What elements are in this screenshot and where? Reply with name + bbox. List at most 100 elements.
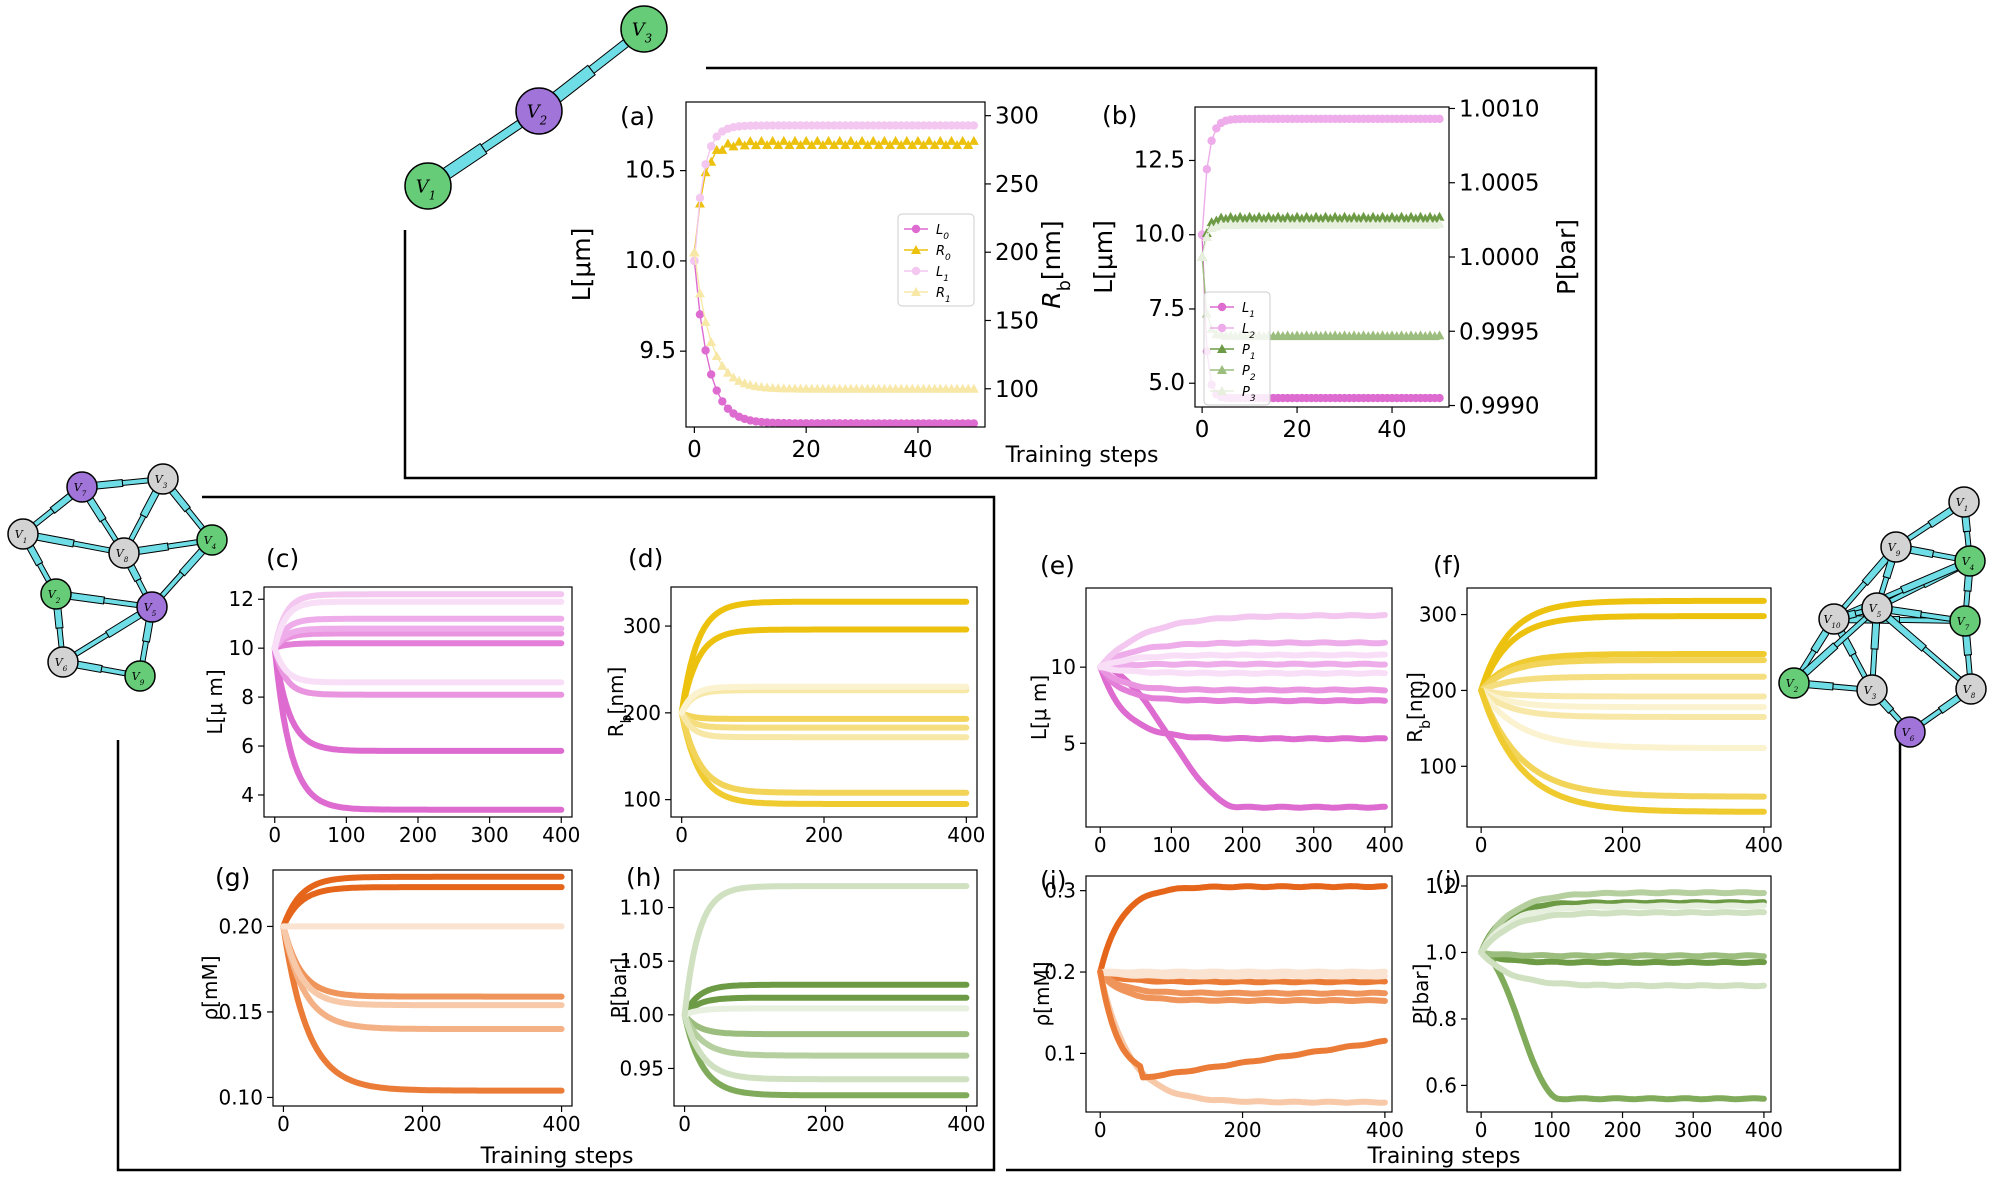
- series-line-d-5: [678, 709, 970, 731]
- legend-marker-b-3: [1217, 365, 1227, 374]
- series-line-h-4: [681, 1011, 970, 1059]
- legend-marker-a-2: [911, 266, 921, 276]
- marker-a-1-14: [767, 135, 778, 145]
- marker-a-1-2: [700, 167, 711, 177]
- legend-marker-b-1: [1217, 323, 1227, 333]
- xtick-label-j-100: 100: [1533, 1118, 1571, 1142]
- marker-a-1-36: [890, 135, 901, 145]
- xtick-label-d-200: 200: [805, 823, 843, 847]
- ylabel-g: ρ[mM]: [198, 955, 222, 1020]
- marker-a-0-5: [718, 397, 727, 406]
- ylabel-i: ρ[mM]: [1030, 961, 1054, 1026]
- marker-a-3-7: [728, 372, 739, 382]
- ylabel-b: L[μm]: [1089, 220, 1118, 294]
- ytick-label-b-10: 10.0: [1134, 222, 1185, 248]
- ytick-label-e-10: 10: [1051, 655, 1076, 679]
- series-line-j-6: [1478, 902, 1767, 956]
- marker-a-2-0: [690, 256, 699, 266]
- xtick-label-c-200: 200: [399, 823, 437, 847]
- node-left-V2: [40, 578, 72, 610]
- ytick-right-label-a-150: 150: [995, 308, 1039, 334]
- marker-a-1-25: [829, 140, 840, 150]
- xtick-label-g-200: 200: [403, 1112, 441, 1136]
- network-right: V1 V2 V3 V4 V5 V6 V7 V8 V9 V10: [1778, 486, 1987, 748]
- xtick-label-b-40: 40: [1377, 417, 1406, 443]
- ylabel-f: Rb[nm]: [1403, 672, 1434, 743]
- xtick-label-e-100: 100: [1152, 833, 1190, 857]
- xtick-label-j-300: 300: [1674, 1118, 1712, 1142]
- legend-marker-a-3: [911, 287, 921, 296]
- series-line-i-2: [1097, 968, 1388, 997]
- series-line-i-6: [1097, 968, 1388, 976]
- chart-d: 0 200 400 100 200 300 Rb[nm] (d): [604, 544, 985, 847]
- xtick-label-b-20: 20: [1282, 417, 1311, 443]
- ytick-label-i-0.2: 0.2: [1044, 960, 1076, 984]
- ytick-right-label-a-200: 200: [995, 240, 1039, 266]
- marker-a-1-10: [745, 136, 756, 146]
- series-line-e-8: [1097, 663, 1388, 677]
- frame-lines: [116, 66, 1902, 1172]
- legend-marker-b-0: [1217, 302, 1227, 312]
- ytick-label-a-10.5: 10.5: [625, 158, 676, 184]
- ytick-label-c-6: 6: [241, 734, 254, 758]
- marker-a-3-5: [717, 360, 728, 370]
- marker-a-3-1: [694, 288, 705, 298]
- marker-a-3-8: [734, 375, 745, 385]
- xtick-label-b-0: 0: [1195, 417, 1210, 443]
- ytick-label-a-10: 10.0: [625, 248, 676, 274]
- xtick-label-h-400: 400: [947, 1112, 985, 1136]
- legend-marker-a-1: [911, 245, 921, 254]
- node-right-V6: [1894, 716, 1926, 748]
- ytick-label-b-7.5: 7.5: [1148, 296, 1185, 322]
- marker-b-4-1: [1201, 231, 1212, 241]
- marker-a-1-34: [879, 135, 890, 145]
- ytick-right-label-b-0.999: 0.9990: [1459, 394, 1539, 420]
- xtick-label-d-0: 0: [675, 823, 688, 847]
- xtick-label-h-0: 0: [678, 1112, 691, 1136]
- marker-a-1-6: [722, 138, 733, 148]
- legend-label-a-0: L0: [936, 223, 949, 242]
- xtick-label-g-0: 0: [277, 1112, 290, 1136]
- axes-frame-i: [1085, 875, 1393, 1113]
- xtick-label-j-400: 400: [1745, 1118, 1783, 1142]
- marker-b-1-3: [1212, 124, 1221, 133]
- marker-b-2-3: [1211, 215, 1222, 225]
- series-line-e-6: [1097, 612, 1388, 671]
- node-label-top-V1: V1: [416, 176, 436, 202]
- series-line-f-1: [1478, 613, 1767, 694]
- chart-a: 0 20 40 9.5 10.0 10.5 100 150 200 250 300 Rb[nm] L[μ…: [567, 101, 1075, 463]
- marker-a-1-48: [957, 135, 968, 145]
- marker-a-1-5: [717, 144, 728, 154]
- series-line-j-7: [1478, 909, 1767, 956]
- series-line-g-5: [280, 923, 565, 1009]
- chart-g: 0 200 400 0.10 0.15 0.20 ρ[mM] (g): [198, 863, 581, 1136]
- ylabel-a: L[μm]: [567, 228, 596, 302]
- ytick-label-h-1.05: 1.05: [619, 949, 664, 973]
- marker-a-3-3: [706, 336, 717, 346]
- ytick-label-j-1.2: 1.2: [1425, 874, 1457, 898]
- marker-a-2-1: [695, 193, 705, 203]
- node-label-left-V9: V9: [132, 670, 145, 687]
- series-line-d-1: [678, 626, 970, 716]
- series-line-j-4: [1478, 889, 1767, 956]
- ytick-label-c-12: 12: [229, 587, 254, 611]
- ylabel-right-b: P[bar]: [1552, 219, 1581, 295]
- marker-a-1-35: [884, 140, 895, 150]
- chart-c: 0 100 200 300 400 4 6 8 10 12 L[μ m] (c): [203, 544, 580, 847]
- top-frame: [403, 66, 1598, 480]
- charts-layer: 0 20 409.510.010.5100150200250300Rb[nm]L[μ…: [198, 96, 1783, 1142]
- ytick-label-g-0.15: 0.15: [218, 1000, 263, 1024]
- series-line-e-3: [1097, 664, 1388, 694]
- marker-a-1-24: [823, 135, 834, 145]
- marker-a-0-3: [706, 370, 716, 379]
- network-top: V1 V2 V3: [404, 5, 668, 210]
- series-line-h-0: [681, 981, 970, 1018]
- marker-a-1-11: [750, 140, 761, 150]
- series-line-c-1: [271, 645, 565, 754]
- ytick-label-h-1.1: 1.10: [619, 896, 664, 920]
- node-left-V1: [7, 518, 39, 550]
- series-line-h-7: [681, 883, 970, 1018]
- marker-a-1-33: [873, 140, 884, 150]
- marker-a-1-47: [952, 140, 963, 150]
- ytick-right-label-b-1: 1.0000: [1459, 245, 1539, 271]
